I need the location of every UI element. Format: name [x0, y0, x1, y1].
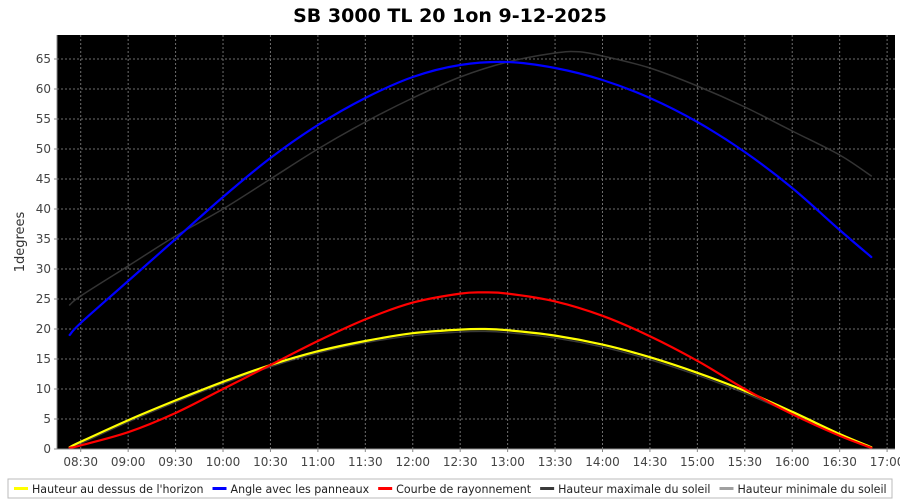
y-tick-label: 0: [43, 442, 51, 456]
y-tick-label: 30: [36, 262, 51, 276]
y-tick-label: 35: [36, 232, 51, 246]
x-tick-label: 12:30: [443, 455, 478, 469]
y-tick-label: 60: [36, 82, 51, 96]
series-line-courbe-de-rayonnement: [68, 291, 873, 449]
chart-title: SB 3000 TL 20 1on 9-12-2025: [293, 5, 607, 27]
legend-label: Hauteur au dessus de l'horizon: [32, 483, 204, 496]
legend-label: Hauteur maximale du soleil: [558, 483, 710, 496]
y-tick-label: 10: [36, 382, 51, 396]
axes: 0 5 10 15 20 25 30 35 40 45 50 55 60 65 08:30 09:00 09:3…: [36, 35, 900, 469]
legend-item: Angle avec les panneaux: [212, 483, 370, 496]
series-line-angle-avec-les-panneaux: [68, 60, 873, 337]
x-tick-label: 15:30: [727, 455, 762, 469]
plot-area: [57, 35, 895, 449]
y-tick-label: 25: [36, 292, 51, 306]
legend-label: Angle avec les panneaux: [231, 483, 370, 496]
x-tick-label: 16:00: [775, 455, 810, 469]
legend-frame: [7, 478, 893, 499]
legend: Hauteur au dessus de l'horizon Angle avec…: [7, 478, 893, 499]
legend-label: Hauteur minimale du soleil: [737, 483, 886, 496]
x-tick-label: 16:30: [822, 455, 857, 469]
grid-lines: [57, 35, 895, 450]
y-axis-label: 1degrees: [13, 211, 28, 272]
legend-item: Hauteur minimale du soleil: [719, 483, 887, 496]
x-tick-label: 14:30: [633, 455, 668, 469]
x-tick-label: 10:00: [206, 455, 241, 469]
y-tick-label: 20: [36, 322, 51, 336]
series-line-hauteur-maximale-du-soleil: [68, 50, 873, 306]
x-tick-label: 14:00: [585, 455, 620, 469]
x-tick-label: 09:00: [111, 455, 146, 469]
legend-item: Hauteur maximale du soleil: [540, 483, 710, 496]
series-line-hauteur-minimale-du-soleil: [68, 330, 873, 450]
x-tick-label: 11:30: [348, 455, 383, 469]
y-tick-label: 45: [36, 172, 51, 186]
legend-label: Courbe de rayonnement: [396, 483, 532, 496]
x-tick-label: 15:00: [680, 455, 715, 469]
x-tick-label: 08:30: [63, 455, 98, 469]
y-tick-label: 5: [43, 412, 51, 426]
x-tick-label: 17:00: [870, 455, 900, 469]
x-tick-label: 09:30: [158, 455, 193, 469]
y-tick-label: 40: [36, 202, 51, 216]
x-tick-label: 10:30: [253, 455, 288, 469]
y-tick-label: 15: [36, 352, 51, 366]
series-layer: [68, 50, 873, 450]
legend-item: Hauteur au dessus de l'horizon: [14, 483, 204, 496]
x-tick-label: 11:00: [301, 455, 336, 469]
x-tick-label: 13:30: [538, 455, 573, 469]
x-tick-label: 13:00: [490, 455, 525, 469]
x-tick-label: 12:00: [395, 455, 430, 469]
series-line-hauteur-au-dessus-de-l-horizon: [68, 327, 873, 449]
y-tick-label: 50: [36, 142, 51, 156]
y-tick-label: 65: [36, 52, 51, 66]
legend-item: Courbe de rayonnement: [378, 483, 532, 496]
y-tick-label: 55: [36, 112, 51, 126]
